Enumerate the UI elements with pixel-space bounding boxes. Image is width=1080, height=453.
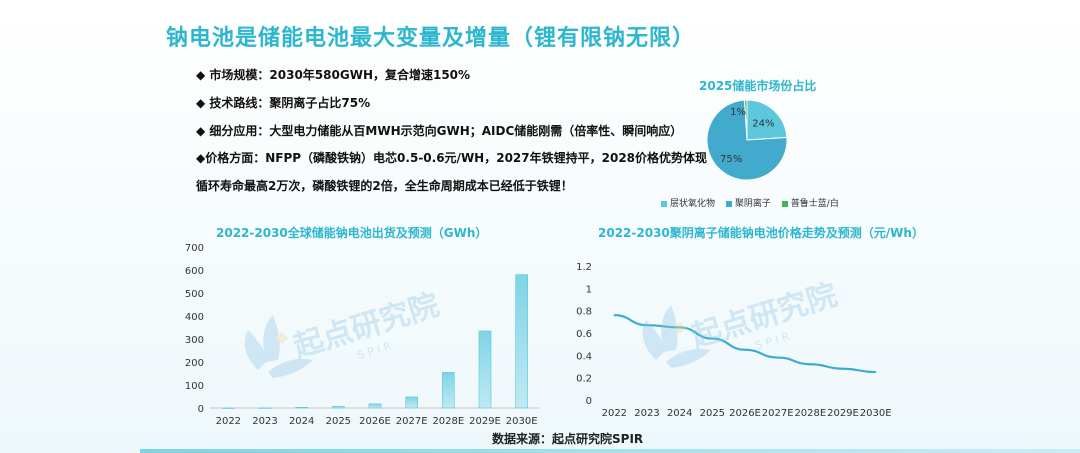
watermark-right: 起点研究院 S P I R [642, 278, 841, 368]
line-x-tick-label: 2030E [860, 408, 892, 419]
bar-y-tick-label: 200 [185, 358, 204, 369]
bottom-bar [140, 449, 1080, 453]
bar-chart-title: 2022-2030全球储能钠电池出货及预测（GWh） [216, 226, 488, 240]
bar-2024 [295, 407, 308, 409]
bar-2030E [515, 274, 528, 409]
bar-y-tick-label: 0 [198, 404, 204, 415]
bar-y-tick-label: 600 [185, 266, 204, 277]
legend-label-layered: 层状氧化物 [670, 199, 716, 209]
bar-y-tick-label: 100 [185, 381, 204, 392]
line-point-2022 [613, 314, 616, 316]
line-point-2026E [744, 348, 746, 351]
bullet-cycle-life: 循环寿命最高2万次，磷酸铁锂的2倍，全生命周期成本已经低于铁锂！ [196, 179, 573, 193]
legend-item-layered: 层状氧化物 [661, 196, 715, 209]
bar-y-tick-label: 300 [185, 335, 204, 346]
bar-2022 [222, 407, 235, 409]
line-point-2027E [776, 356, 779, 359]
bullet-price: ◆价格方面：NFPP（磷酸铁钠）电芯0.5-0.6元/WH，2027年铁锂持平，… [196, 151, 708, 165]
line-y-tick-label: 0.4 [576, 351, 592, 362]
bar-x-tick-label: 2026E [359, 416, 391, 427]
bar-2028E [442, 372, 455, 409]
line-y-tick-label: 0.2 [576, 374, 592, 385]
line-y-tick-label: 0.6 [576, 329, 592, 340]
legend-swatch-prussian [781, 200, 788, 207]
pie-label-layered: 24% [752, 119, 774, 130]
pie-slice-prussian [743, 99, 748, 141]
legend-item-prussian: 普鲁士蓝/白 [781, 196, 839, 209]
watermark-logo-icon [642, 305, 711, 368]
legend-item-polyanion: 聚阴离子 [725, 196, 771, 209]
pie-label-prussian: 1% [730, 107, 746, 118]
line-x-tick-label: 2023 [634, 408, 659, 419]
pie-chart-title: 2025储能市场份占比 [699, 79, 817, 93]
line-point-2030E [874, 371, 877, 373]
pie-label-polyanion: 75% [720, 154, 742, 165]
line-y-tick-label: 0.8 [576, 307, 592, 318]
bar-x-tick-label: 2025 [326, 416, 351, 427]
line-chart-title: 2022-2030聚阴离子储能钠电池价格走势及预测（元/Wh） [598, 226, 924, 240]
line-x-tick-label: 2025 [700, 408, 725, 419]
legend-swatch-layered [661, 200, 667, 207]
line-x-tick-label: 2027E [762, 408, 794, 419]
bar-x-tick-label: 2027E [396, 416, 428, 427]
watermark-left: 起点研究院 S P I R [244, 288, 443, 378]
line-y-tick-label: 0 [586, 396, 592, 407]
bar-x-tick-label: 2029E [469, 416, 501, 427]
watermark-logo-icon [244, 315, 313, 378]
bar-2027E [405, 396, 418, 409]
page-title: 钠电池是储能电池最大变量及增量（锂有限钠无限） [166, 26, 696, 51]
bullet-application: ◆ 细分应用：大型电力储能从百MWH示范向GWH；AIDC储能刚需（倍率性、瞬间… [196, 124, 683, 138]
bar-y-tick-label: 700 [185, 243, 204, 254]
bar-x-tick-label: 2022 [216, 416, 241, 427]
data-source: 数据来源：起点研究院SPIR [492, 432, 644, 446]
bullet-market-size: ◆ 市场规模：2030年580GWH，复合增速150% [196, 68, 471, 82]
legend-label-prussian: 普鲁士蓝/白 [790, 199, 839, 209]
line-x-tick-label: 2028E [794, 408, 826, 419]
bar-2023 [258, 407, 272, 409]
line-x-tick-label: 2029E [827, 408, 859, 419]
line-point-2024 [678, 326, 681, 329]
line-x-tick-label: 2022 [602, 408, 627, 419]
line-point-2029E [842, 367, 844, 370]
bar-x-tick-label: 2024 [289, 416, 314, 427]
line-point-2028E [809, 363, 812, 366]
line-x-tick-label: 2026E [729, 408, 761, 419]
line-point-2023 [646, 324, 648, 326]
bar-x-tick-label: 2023 [252, 416, 277, 427]
bar-2025 [332, 406, 345, 409]
line-point-2025 [711, 337, 714, 340]
legend-label-polyanion: 聚阴离子 [734, 199, 771, 209]
line-y-tick-label: 1 [586, 284, 592, 295]
line-x-tick-label: 2024 [667, 408, 692, 419]
bar-2026E [368, 403, 382, 409]
bar-x-tick-label: 2030E [506, 416, 538, 427]
bar-chart: 0 100 200 300 400 500 600 700 2022 2023 2024 2025 20… [185, 243, 540, 427]
bar-x-tick-label: 2028E [432, 416, 464, 427]
legend-swatch-polyanion [725, 200, 732, 207]
pie-chart: 24% 75% 1% [706, 99, 788, 181]
line-y-tick-label: 1.2 [576, 262, 592, 273]
bar-2029E [478, 330, 492, 409]
bar-y-tick-label: 400 [185, 312, 204, 323]
bar-y-tick-label: 500 [185, 289, 204, 300]
pie-slice-layered [746, 99, 788, 141]
pie-legend: 层状氧化物 聚阴离子 普鲁士蓝/白 [661, 196, 847, 209]
bullet-tech-route: ◆ 技术路线：聚阴离子占比75% [196, 96, 371, 110]
